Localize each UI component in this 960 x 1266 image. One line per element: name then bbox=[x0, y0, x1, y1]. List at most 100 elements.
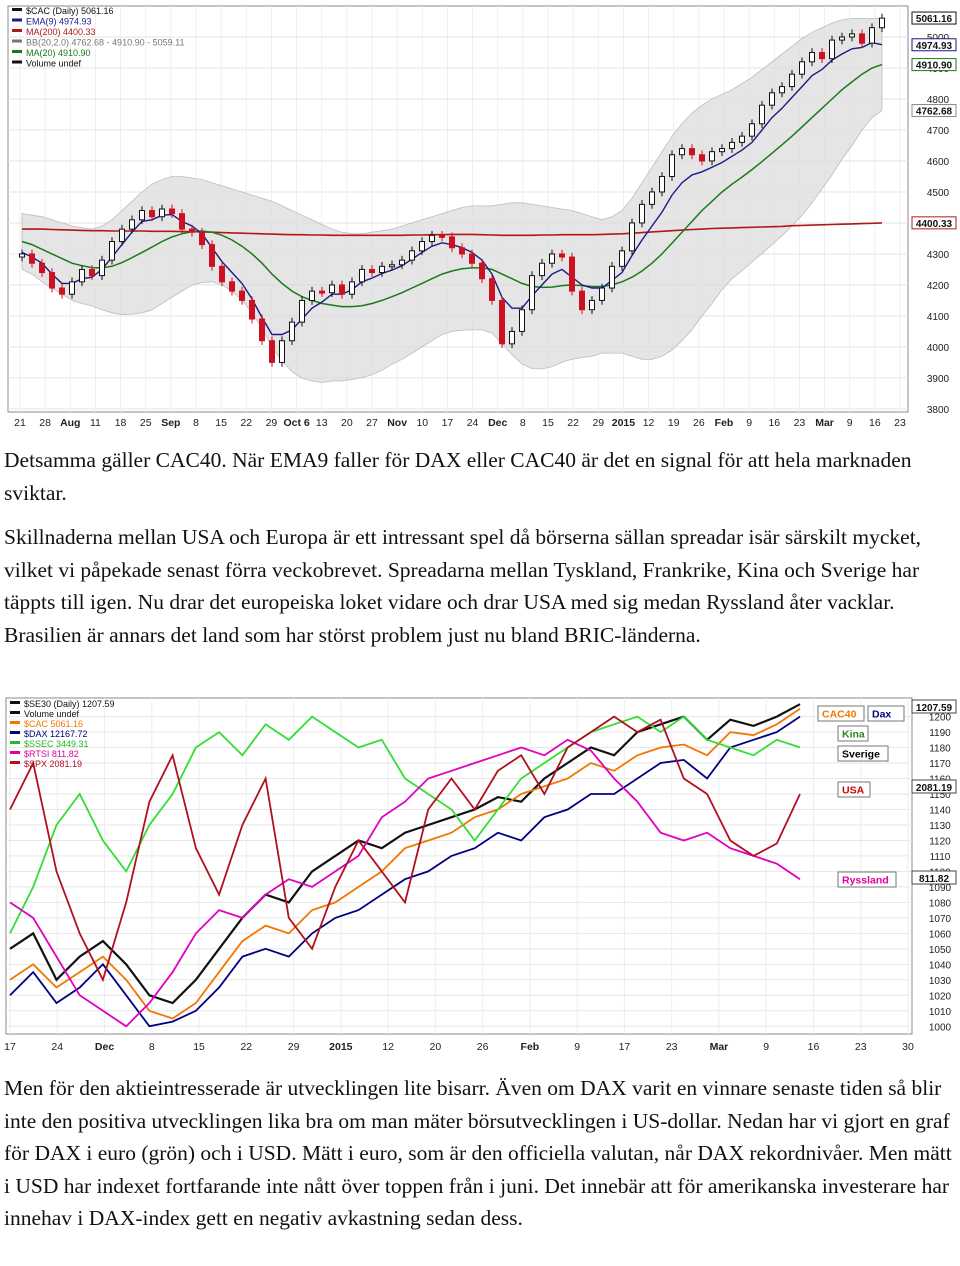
x-tick-label: Oct 6 bbox=[283, 417, 309, 429]
y-tick-label: 1190 bbox=[929, 728, 951, 739]
candle-down bbox=[439, 234, 445, 238]
candle-up bbox=[79, 268, 85, 283]
candle-up bbox=[119, 228, 125, 243]
candle-up bbox=[159, 208, 165, 218]
series-label: USA bbox=[842, 785, 865, 797]
paragraph-dax-currency: Men för den aktieintresserade är utveckl… bbox=[4, 1076, 952, 1230]
legend-entry: Volume undef bbox=[26, 59, 82, 69]
candle-down bbox=[29, 253, 35, 264]
price-tag bbox=[911, 11, 957, 25]
candle-down bbox=[49, 272, 55, 289]
y-tick-label: 3900 bbox=[927, 374, 950, 385]
candle-up bbox=[619, 250, 625, 267]
y-tick-label: 1050 bbox=[929, 945, 952, 956]
legend-entry: $CAC (Daily) 5061.16 bbox=[26, 6, 114, 16]
x-tick-label: 29 bbox=[592, 417, 604, 429]
x-tick-label: 21 bbox=[14, 417, 26, 429]
legend-swatch bbox=[12, 39, 22, 43]
x-tick-label: 17 bbox=[619, 1041, 631, 1053]
x-tick-label: 22 bbox=[240, 417, 252, 429]
ma20-line bbox=[21, 63, 883, 308]
x-tick-label: 26 bbox=[477, 1041, 489, 1053]
price-tag-label: 1207.59 bbox=[916, 703, 953, 714]
candle-down bbox=[559, 253, 565, 258]
candle-up bbox=[539, 262, 545, 277]
x-tick-label: Aug bbox=[60, 417, 80, 429]
y-tick-label: 1110 bbox=[930, 852, 951, 863]
y-tick-label: 4800 bbox=[927, 95, 950, 106]
x-tick-label: 23 bbox=[855, 1041, 867, 1053]
legend-swatch bbox=[12, 18, 22, 22]
y-tick-label: 1020 bbox=[929, 991, 952, 1002]
x-tick-label: 16 bbox=[808, 1041, 820, 1053]
candle-up bbox=[409, 250, 415, 261]
candle-up bbox=[649, 191, 655, 205]
x-tick-label: Sep bbox=[161, 417, 180, 429]
candle-down bbox=[209, 244, 215, 267]
y-tick-label: 4100 bbox=[927, 312, 950, 323]
legend-entry: MA(20) 4910.90 bbox=[26, 48, 91, 58]
x-tick-label: 18 bbox=[115, 417, 127, 429]
x-tick-label: 24 bbox=[467, 417, 479, 429]
candle-up bbox=[709, 151, 715, 162]
candle-up bbox=[739, 135, 745, 143]
candle-up bbox=[19, 253, 25, 258]
candle-down bbox=[169, 208, 175, 215]
candle-up bbox=[869, 27, 875, 44]
x-tick-label: 29 bbox=[288, 1041, 300, 1053]
candle-up bbox=[879, 17, 885, 29]
x-tick-label: 23 bbox=[794, 417, 806, 429]
legend-entry: $CAC 5061.16 bbox=[24, 719, 83, 729]
x-tick-label: Dec bbox=[488, 417, 507, 429]
candle-down bbox=[819, 51, 825, 60]
y-tick-label: 1130 bbox=[929, 821, 951, 832]
legend-swatch bbox=[12, 50, 22, 53]
candle-up bbox=[359, 268, 365, 283]
candle-up bbox=[279, 340, 285, 363]
candle-down bbox=[489, 278, 495, 301]
y-tick-label: 1070 bbox=[929, 914, 952, 925]
price-tag bbox=[911, 216, 957, 230]
candle-up bbox=[349, 281, 355, 295]
legend-swatch bbox=[10, 741, 20, 744]
candle-up bbox=[69, 281, 75, 295]
x-tick-label: 22 bbox=[567, 417, 579, 429]
candle-up bbox=[759, 104, 765, 125]
y-tick-label: 1010 bbox=[929, 1007, 952, 1018]
cac40-chart: 3800390040004100420043004400450046004700… bbox=[0, 0, 960, 440]
index-comparison-chart: 1000 1010 1020 1030 1040 1050 1060 1070 1080 1090… bbox=[0, 690, 960, 1056]
candle-down bbox=[459, 247, 465, 255]
candle-up bbox=[399, 259, 405, 266]
candle-up bbox=[769, 92, 775, 106]
candle-down bbox=[219, 265, 225, 283]
candle-down bbox=[39, 262, 45, 274]
x-tick-label: 25 bbox=[140, 417, 152, 429]
y-tick-label: 1150 bbox=[929, 790, 951, 801]
x-tick-label: 11 bbox=[90, 417, 101, 429]
x-tick-label: 12 bbox=[382, 1041, 394, 1053]
x-tick-label: 9 bbox=[574, 1041, 580, 1053]
candle-up bbox=[509, 330, 515, 345]
series-label-box bbox=[837, 745, 889, 762]
bollinger-band bbox=[21, 18, 883, 384]
candle-up bbox=[589, 299, 595, 311]
y-tick-label: 1060 bbox=[929, 929, 952, 940]
x-tick-label: 17 bbox=[442, 417, 454, 429]
candle-down bbox=[499, 299, 505, 345]
y-tick-label: 1200 bbox=[929, 713, 952, 724]
x-tick-label: 2015 bbox=[612, 417, 636, 429]
x-tick-label: Feb bbox=[715, 417, 734, 429]
candle-up bbox=[729, 141, 735, 150]
x-tick-label: 17 bbox=[4, 1041, 16, 1053]
paragraph-cac40-signal: Detsamma gäller CAC40. När EMA9 faller f… bbox=[4, 448, 912, 505]
candle-down bbox=[859, 33, 865, 44]
candle-down bbox=[449, 236, 455, 249]
candle-up bbox=[659, 175, 665, 193]
candle-up bbox=[139, 210, 145, 221]
series-line-rtsi bbox=[9, 738, 801, 1028]
y-tick-label: 4500 bbox=[927, 188, 950, 199]
candle-up bbox=[309, 290, 315, 301]
series-label-box bbox=[817, 705, 865, 722]
candle-down bbox=[179, 213, 185, 230]
series-label: Sverige bbox=[842, 749, 880, 761]
